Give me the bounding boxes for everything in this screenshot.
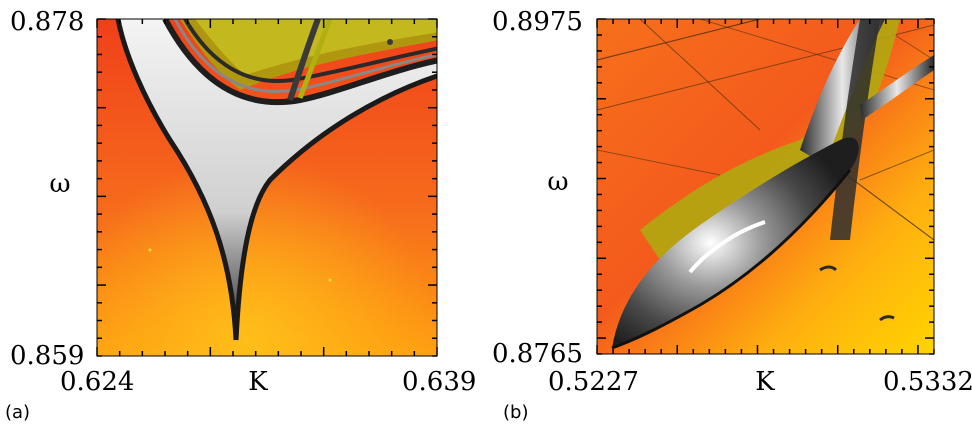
x-tick-label-b-left: 0.5227 (548, 367, 639, 397)
x-axis-label-a: K (248, 367, 268, 397)
stable-tongue-b (612, 137, 859, 348)
x-tick-label-b-right: 0.5332 (883, 367, 972, 397)
ticks-b (596, 18, 935, 355)
panel-a: 0.878 0.859 0.624 0.639 K ω (a) (5, 7, 476, 423)
stable-tongue-a (118, 19, 437, 340)
x-axis-label-b: K (755, 367, 775, 397)
plot-frame-b (596, 18, 935, 355)
y-tick-label-b-top: 0.8975 (492, 7, 583, 37)
plot-frame-a (96, 18, 438, 357)
y-axis-label-a: ω (49, 169, 70, 199)
transition-band-b (640, 19, 900, 260)
panel-label-a: (a) (5, 402, 30, 423)
y-tick-label-a-top: 0.878 (10, 7, 84, 37)
y-axis-label-b: ω (547, 167, 568, 197)
panel-label-b: (b) (503, 402, 528, 423)
heatmap-a (97, 19, 437, 356)
ticks-a (96, 18, 438, 357)
y-tick-label-b-bottom: 0.8765 (492, 339, 583, 369)
panel-b: 0.8975 0.8765 0.5227 0.5332 K ω (b) (492, 7, 972, 423)
y-tick-label-a-bottom: 0.859 (10, 341, 84, 371)
x-tick-label-a-left: 0.624 (60, 367, 134, 397)
heatmap-b (597, 19, 934, 354)
x-tick-label-a-right: 0.639 (402, 367, 476, 397)
